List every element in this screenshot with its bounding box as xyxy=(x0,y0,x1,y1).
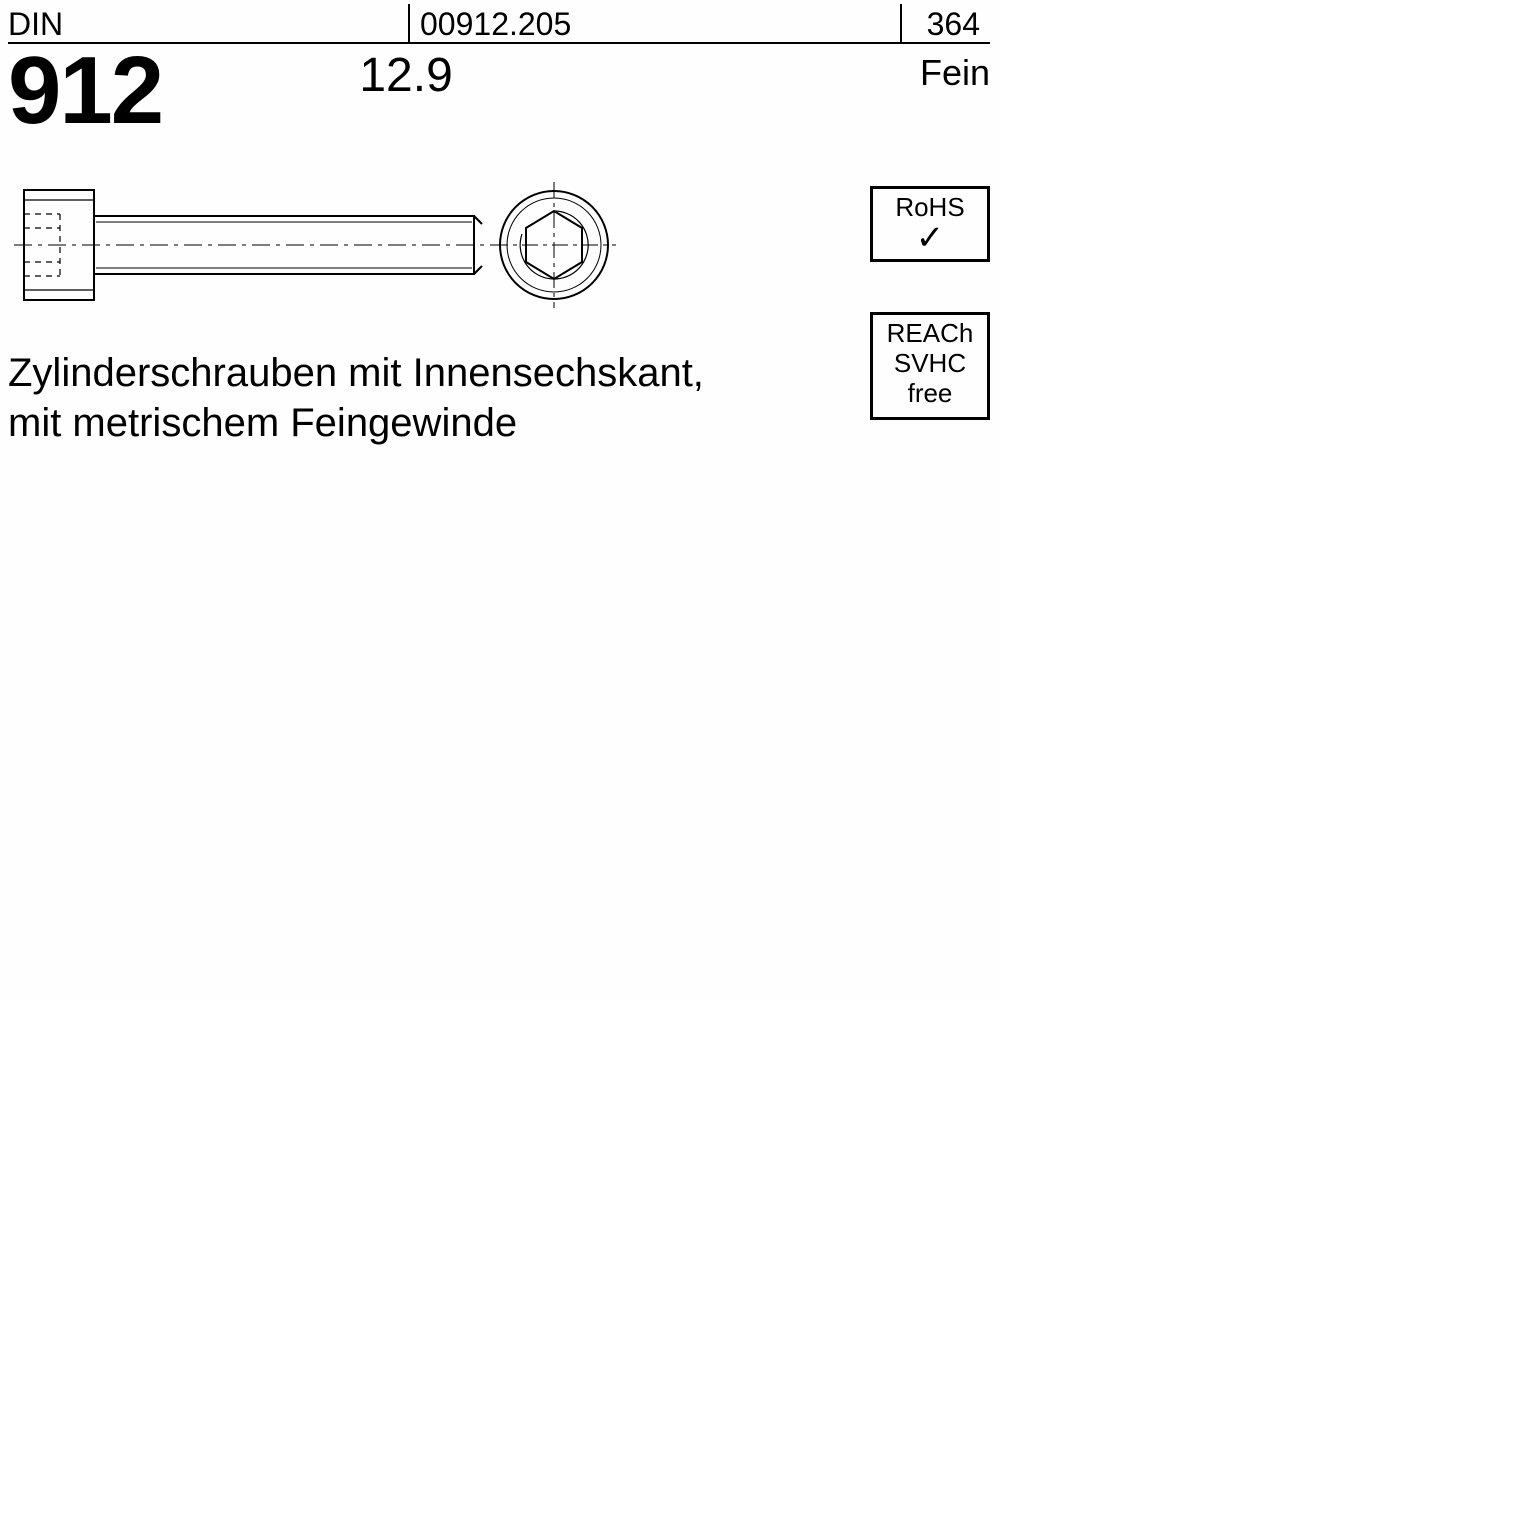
datasheet-card: DIN 00912.205 364 912 12.9 Fein xyxy=(0,0,1000,1000)
desc-line2: mit metrischem Feingewinde xyxy=(8,401,517,445)
screw-drawing xyxy=(14,180,634,320)
property-class: 12.9 xyxy=(359,48,452,103)
head-end-view xyxy=(492,182,616,308)
title-row: 912 12.9 Fein xyxy=(8,48,990,134)
rohs-badge: RoHS ✓ xyxy=(870,186,990,262)
reach-line1: REACh xyxy=(887,318,974,348)
check-icon: ✓ xyxy=(881,221,979,255)
thread-type-label: Fein xyxy=(920,52,990,94)
product-description: Zylinderschrauben mit Innensechskant, mi… xyxy=(8,348,840,448)
standard-number: 912 xyxy=(8,48,162,134)
reach-badge: REACh SVHC free xyxy=(870,312,990,420)
header-page-ref: 364 xyxy=(900,4,990,42)
rohs-label: RoHS xyxy=(895,192,964,222)
reach-line2: SVHC xyxy=(894,348,966,378)
reach-line3: free xyxy=(908,378,953,408)
desc-line1: Zylinderschrauben mit Innensechskant, xyxy=(8,351,704,395)
header-article-code: 00912.205 xyxy=(408,4,900,42)
